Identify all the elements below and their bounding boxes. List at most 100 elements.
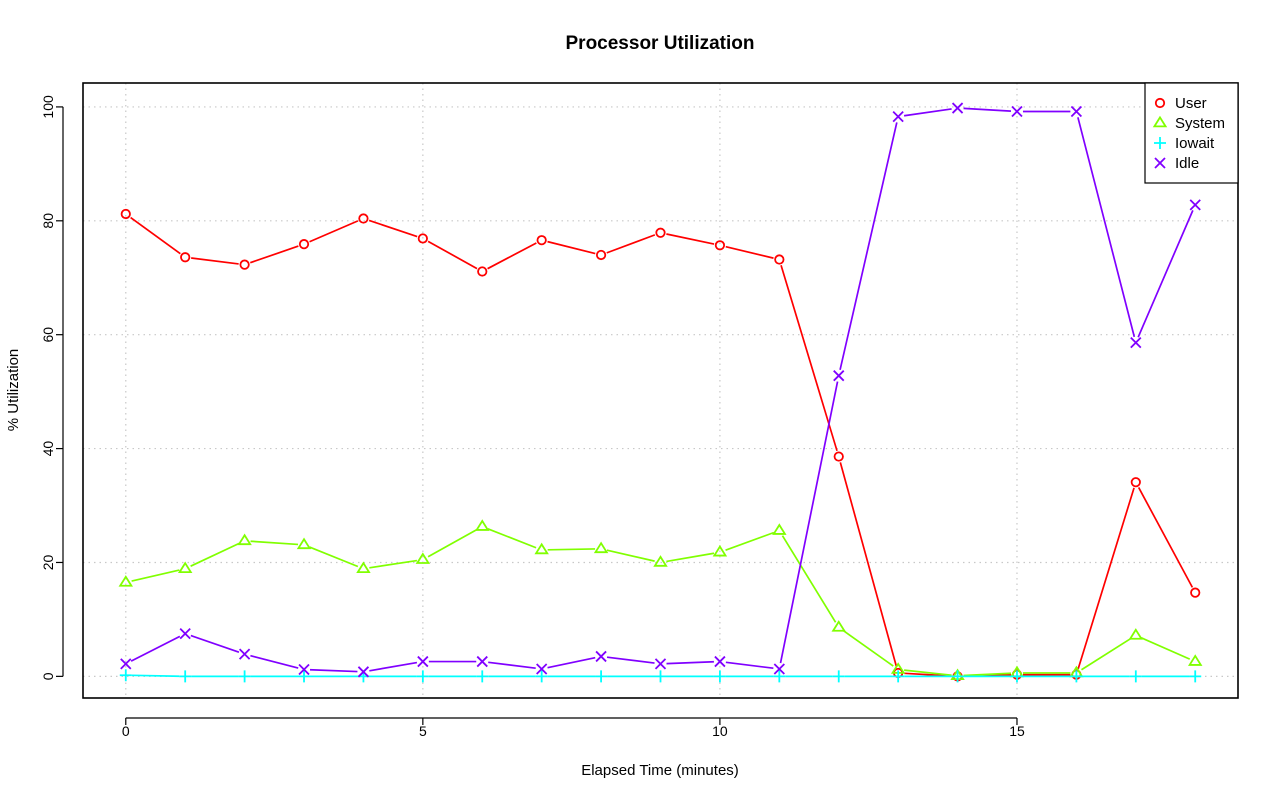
point-iowait-9 <box>654 670 667 683</box>
point-iowait-14 <box>951 670 964 683</box>
point-system-1 <box>177 561 193 573</box>
x-tick-label-10: 10 <box>712 723 728 739</box>
legend-marker-system <box>1152 115 1168 128</box>
point-system-0 <box>118 575 134 587</box>
point-iowait-10 <box>713 670 726 683</box>
point-idle-12 <box>833 370 845 382</box>
point-idle-14 <box>951 102 964 114</box>
point-iowait-2 <box>238 670 251 683</box>
y-tick-label-40: 40 <box>40 441 56 457</box>
point-idle-11 <box>773 663 785 675</box>
point-idle-10 <box>714 655 726 668</box>
chart-title: Processor Utilization <box>566 33 755 54</box>
series-line-idle <box>130 107 1194 673</box>
legend-marker-user <box>1154 97 1166 109</box>
point-user-10 <box>714 240 726 251</box>
point-user-17 <box>1130 477 1141 488</box>
point-user-18 <box>1190 587 1201 598</box>
point-user-2 <box>239 259 250 270</box>
point-idle-3 <box>298 663 310 676</box>
point-iowait-3 <box>298 670 311 683</box>
grid-layer <box>83 83 1238 698</box>
plot-frame <box>82 82 1239 699</box>
series-idle <box>120 102 1201 678</box>
point-system-3 <box>296 537 312 550</box>
point-idle-17 <box>1130 337 1142 349</box>
point-system-6 <box>475 519 490 531</box>
point-system-18 <box>1187 654 1203 666</box>
point-idle-8 <box>595 650 607 663</box>
point-idle-5 <box>417 655 429 668</box>
legend-label-user: User <box>1175 95 1207 112</box>
point-iowait-11 <box>773 670 786 683</box>
point-iowait-18 <box>1189 670 1202 683</box>
point-system-10 <box>712 544 728 557</box>
point-idle-13 <box>892 110 904 123</box>
point-iowait-5 <box>416 670 429 683</box>
series-line-iowait <box>131 674 1190 678</box>
y-tick-label-80: 80 <box>40 213 56 229</box>
point-user-4 <box>358 213 369 224</box>
point-system-9 <box>653 555 668 567</box>
point-idle-6 <box>476 655 488 668</box>
point-iowait-12 <box>832 670 845 683</box>
x-tick-label-15: 15 <box>1009 723 1025 739</box>
point-idle-0 <box>120 658 132 670</box>
series-user <box>120 208 1201 682</box>
point-iowait-15 <box>1010 670 1023 683</box>
legend-marker-idle <box>1154 157 1166 169</box>
point-user-9 <box>655 227 666 238</box>
point-iowait-7 <box>535 670 548 683</box>
legend-marker-iowait <box>1154 137 1166 149</box>
point-idle-18 <box>1189 199 1201 211</box>
point-idle-2 <box>238 648 251 660</box>
legend-label-iowait: Iowait <box>1175 135 1215 152</box>
point-iowait-1 <box>179 670 192 683</box>
point-system-8 <box>593 541 609 554</box>
point-user-8 <box>595 249 607 261</box>
point-iowait-6 <box>476 670 489 683</box>
point-idle-4 <box>357 666 370 678</box>
axes-layer: 0 5 10 15 0 20 40 60 80 100 <box>40 95 1025 739</box>
point-idle-1 <box>179 628 191 640</box>
y-tick-label-60: 60 <box>40 327 56 343</box>
point-user-0 <box>120 208 131 220</box>
point-idle-15 <box>1011 105 1023 118</box>
point-user-12 <box>833 451 844 462</box>
y-tick-label-100: 100 <box>40 95 56 119</box>
point-user-7 <box>536 235 547 246</box>
point-user-5 <box>417 233 428 244</box>
x-tick-label-0: 0 <box>122 723 130 739</box>
legend-label-idle: Idle <box>1175 155 1199 172</box>
point-iowait-13 <box>892 670 905 683</box>
series-iowait <box>119 669 1202 683</box>
point-user-6 <box>477 266 488 277</box>
series-system <box>118 519 1203 681</box>
point-system-4 <box>356 561 371 573</box>
point-idle-9 <box>654 658 667 670</box>
point-system-11 <box>772 523 787 535</box>
series-line-user <box>130 216 1194 678</box>
point-idle-16 <box>1070 105 1083 118</box>
x-tick-label-5: 5 <box>419 723 427 739</box>
point-system-12 <box>831 620 846 632</box>
series-layer <box>118 102 1203 683</box>
x-axis-label: Elapsed Time (minutes) <box>581 762 739 779</box>
legend: User System Iowait Idle <box>1144 82 1239 184</box>
point-user-11 <box>774 254 785 265</box>
point-system-2 <box>237 533 252 546</box>
point-iowait-0 <box>119 669 132 682</box>
y-axis-label: % Utilization <box>5 349 22 432</box>
point-iowait-16 <box>1070 670 1083 683</box>
point-iowait-17 <box>1129 670 1142 683</box>
point-iowait-8 <box>595 670 608 683</box>
point-user-1 <box>180 252 191 263</box>
legend-label-system: System <box>1175 115 1225 132</box>
point-user-3 <box>298 239 310 250</box>
y-tick-label-0: 0 <box>40 672 56 680</box>
y-tick-label-20: 20 <box>40 554 56 570</box>
point-system-17 <box>1128 628 1144 640</box>
point-idle-7 <box>536 663 548 675</box>
